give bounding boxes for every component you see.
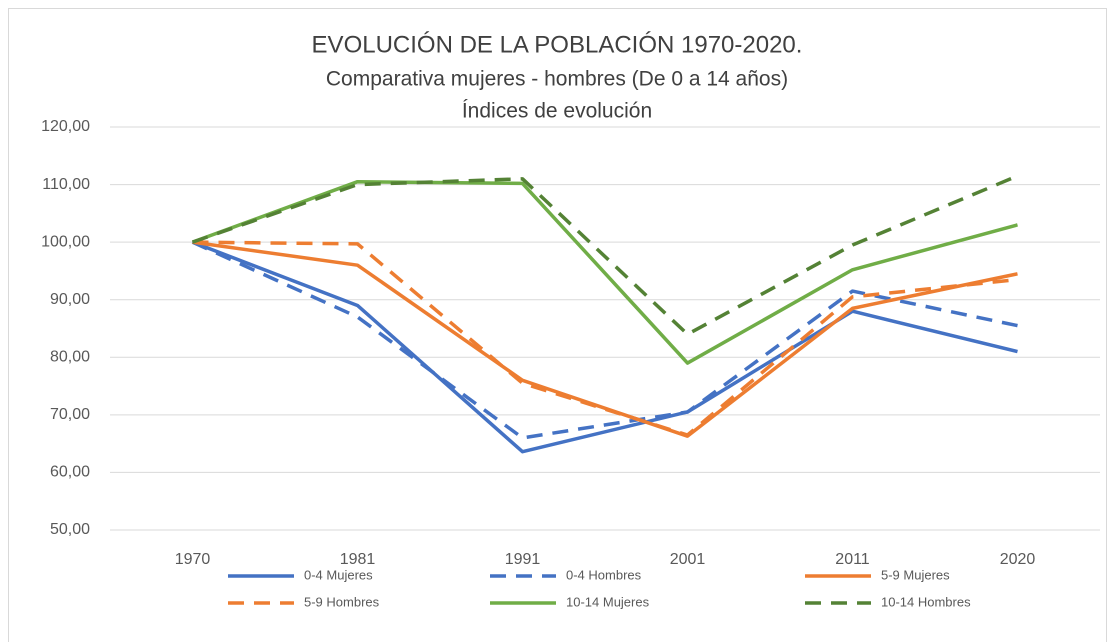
x-tick-label: 1981 <box>340 551 376 568</box>
y-tick-label: 90,00 <box>50 291 90 308</box>
chart-frame <box>8 8 1107 642</box>
y-tick-label: 80,00 <box>50 349 90 366</box>
series-line <box>191 179 1018 365</box>
legend-label: 5-9 Mujeres <box>881 567 950 582</box>
series-line <box>192 240 1018 437</box>
chart-subtitle: Comparativa mujeres - hombres (De 0 a 14… <box>326 68 788 91</box>
series-line <box>191 240 1018 454</box>
series-line <box>191 240 1018 440</box>
legend-label: 10-14 Hombres <box>881 594 971 609</box>
y-tick-label: 110,00 <box>42 176 90 193</box>
legend-label: 0-4 Hombres <box>566 567 642 582</box>
legend-label: 0-4 Mujeres <box>304 567 373 582</box>
legend-label: 5-9 Hombres <box>304 594 380 609</box>
x-tick-label: 1991 <box>505 551 541 568</box>
y-tick-label: 70,00 <box>50 406 90 423</box>
y-tick-label: 100,00 <box>41 233 90 250</box>
series-line <box>191 174 1019 337</box>
x-tick-label: 1970 <box>175 551 211 568</box>
y-tick-label: 50,00 <box>50 521 90 538</box>
x-tick-label: 2001 <box>670 551 706 568</box>
x-tick-label: 2011 <box>835 551 870 568</box>
y-tick-label: 60,00 <box>50 464 90 481</box>
legend-label: 10-14 Mujeres <box>566 594 650 609</box>
series-line <box>192 240 1018 438</box>
chart-title: EVOLUCIÓN DE LA POBLACIÓN 1970-2020. <box>312 31 803 58</box>
y-tick-label: 120,00 <box>41 118 90 135</box>
chart-subtitle: Índices de evolución <box>462 100 652 123</box>
x-tick-label: 2020 <box>1000 551 1036 568</box>
